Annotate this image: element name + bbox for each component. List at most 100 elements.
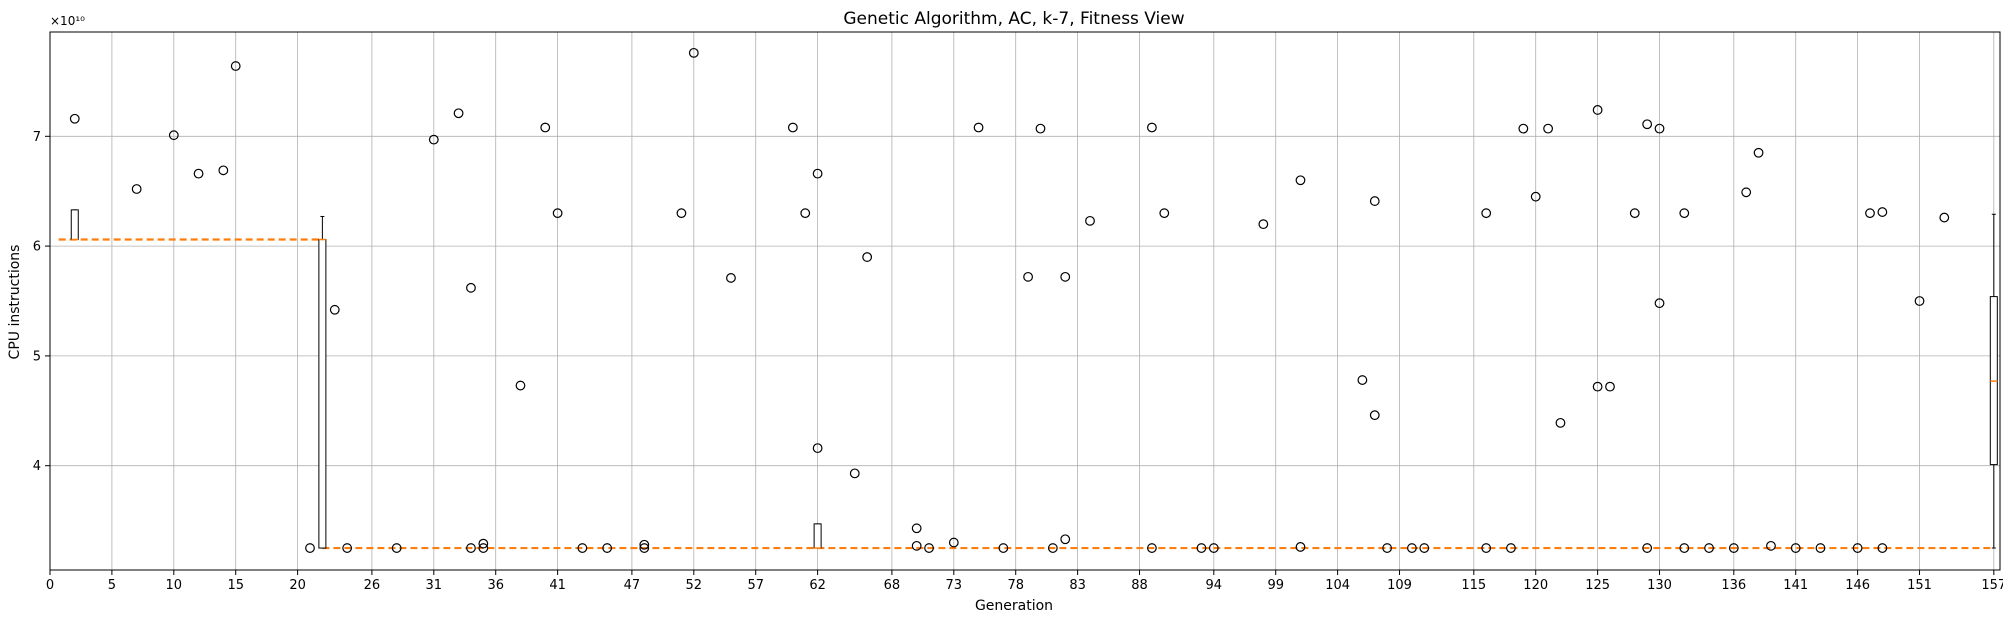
outlier-point <box>602 543 613 553</box>
box-body <box>70 209 79 241</box>
outlier-point <box>1654 123 1665 134</box>
x-tick-label: 94 <box>1206 578 1223 593</box>
outlier-point <box>168 130 179 141</box>
x-tick-label: 52 <box>686 578 703 593</box>
x-tick-label: 104 <box>1325 578 1350 593</box>
x-tick-label: 20 <box>289 578 306 593</box>
outlier-point <box>1419 543 1430 553</box>
outlier-point <box>1258 219 1269 230</box>
outlier-point <box>1605 381 1615 392</box>
y-axis-label: CPU instructions <box>7 245 23 360</box>
outlier-point <box>1295 542 1306 552</box>
x-tick-label: 136 <box>1721 578 1746 593</box>
outlier-point <box>1196 543 1207 553</box>
outlier-point <box>1159 208 1170 219</box>
outlier-point <box>1047 543 1058 553</box>
outlier-point <box>1407 543 1417 553</box>
outlier-point <box>1357 375 1368 385</box>
outlier-point <box>218 165 229 176</box>
outlier-point <box>230 61 241 71</box>
outlier-point <box>1382 543 1393 553</box>
outlier-point <box>911 523 922 534</box>
x-tick-label: 151 <box>1907 578 1932 593</box>
outlier-point <box>787 122 798 133</box>
outlier-point <box>1741 187 1752 198</box>
grid <box>49 32 2000 570</box>
x-tick-label: 78 <box>1007 578 1024 593</box>
box-body <box>813 523 822 549</box>
outlier-point <box>1518 123 1529 134</box>
outlier-point <box>1023 271 1033 282</box>
outlier-point <box>1543 123 1553 134</box>
outlier-point <box>1506 543 1516 553</box>
x-tick-label: 47 <box>624 578 641 593</box>
outlier-point <box>862 252 873 262</box>
x-axis-ticks: 0 5 10 15 20 26 31 36 41 47 52 57 62 68 73 78 83 88 94 99 10… <box>46 570 2003 593</box>
x-tick-label: 88 <box>1131 578 1148 593</box>
outlier-point <box>1790 543 1801 553</box>
outlier-point <box>1481 208 1492 219</box>
outlier-point <box>1629 208 1640 219</box>
x-tick-label: 99 <box>1267 578 1284 593</box>
outlier-point <box>1852 543 1863 553</box>
x-tick-label: 15 <box>227 578 244 593</box>
outlier-point <box>305 543 315 553</box>
outlier-point <box>1679 208 1690 219</box>
outlier-point <box>812 443 823 454</box>
y-tick-label: 6 <box>33 240 41 255</box>
outlier-point <box>540 122 551 133</box>
outlier-point <box>1147 543 1157 553</box>
y-multiplier: ×10¹⁰ <box>50 14 85 28</box>
outlier-point <box>998 543 1009 553</box>
outlier-point <box>800 208 811 219</box>
box-plot <box>318 215 327 549</box>
x-tick-label: 5 <box>108 578 116 593</box>
x-tick-label: 146 <box>1845 578 1870 593</box>
outlier-point <box>342 543 353 553</box>
outlier-point <box>466 543 476 553</box>
x-tick-label: 141 <box>1783 578 1808 593</box>
x-tick-label: 120 <box>1523 578 1548 593</box>
outlier-point <box>1753 147 1764 158</box>
x-axis-label: Generation <box>975 598 1053 614</box>
outlier-point <box>676 208 687 219</box>
outlier-point <box>1865 208 1875 219</box>
chart-title: Genetic Algorithm, AC, k-7, Fitness View <box>843 9 1184 29</box>
outlier-point <box>1208 543 1219 553</box>
outlier-point <box>849 468 860 479</box>
box-plot <box>70 209 79 241</box>
x-tick-label: 115 <box>1461 578 1486 593</box>
outlier-point <box>478 543 489 553</box>
outlier-point <box>1060 271 1071 282</box>
outlier-point <box>1060 534 1071 545</box>
x-tick-label: 125 <box>1585 578 1610 593</box>
x-tick-label: 10 <box>166 578 183 593</box>
outlier-point <box>639 543 650 553</box>
outlier-point <box>1654 298 1665 309</box>
box-plot <box>813 523 822 549</box>
x-tick-label: 0 <box>46 578 54 593</box>
y-axis-ticks: 4 5 6 7 <box>33 130 50 474</box>
outlier-point <box>329 304 340 315</box>
outlier-point <box>1530 191 1541 202</box>
outlier-point <box>1147 122 1157 133</box>
outlier-point <box>1642 119 1653 130</box>
x-tick-label: 62 <box>809 578 826 593</box>
x-tick-label: 41 <box>549 578 566 593</box>
outlier-point <box>131 184 142 194</box>
y-tick-label: 7 <box>33 130 41 145</box>
x-tick-label: 36 <box>487 578 504 593</box>
outlier-point <box>973 122 984 133</box>
x-tick-label: 157 <box>1981 578 2003 593</box>
outlier-point <box>1085 215 1095 226</box>
boxes <box>70 209 1998 549</box>
outlier-point <box>726 273 736 283</box>
x-tick-label: 68 <box>884 578 901 593</box>
outliers <box>69 47 1950 553</box>
box-body <box>318 239 327 549</box>
median-lines <box>58 238 1994 550</box>
outlier-point <box>193 168 204 179</box>
y-tick-label: 5 <box>33 349 41 364</box>
outlier-point <box>1877 543 1888 553</box>
x-tick-label: 57 <box>747 578 764 593</box>
